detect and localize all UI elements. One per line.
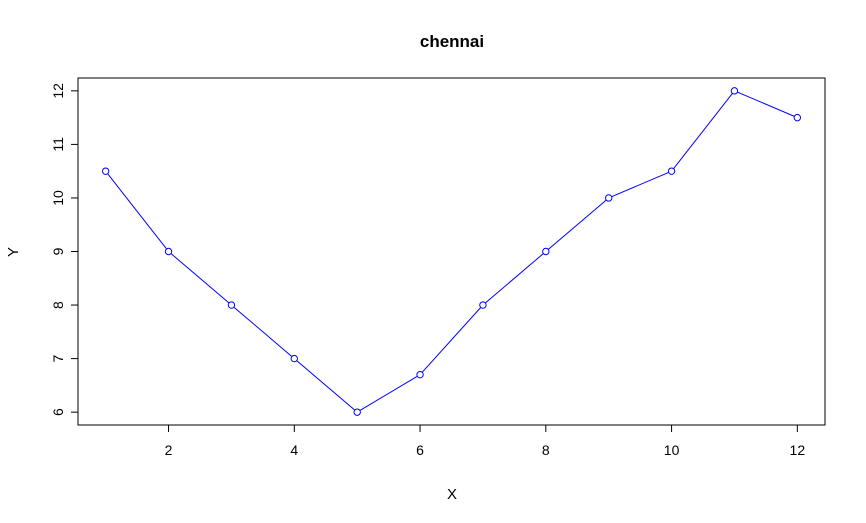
data-point — [164, 247, 173, 256]
series-line-segment — [485, 253, 544, 304]
y-tick-label: 6 — [50, 408, 66, 416]
series-line-segment — [673, 93, 733, 169]
x-axis-label: X — [447, 486, 457, 503]
y-tick-label: 10 — [50, 190, 66, 206]
y-tick-label: 11 — [50, 137, 66, 152]
y-tick-label: 12 — [50, 83, 66, 99]
x-tick-label: 8 — [542, 442, 550, 458]
x-tick-label: 4 — [290, 442, 298, 458]
x-tick-label: 12 — [790, 442, 806, 458]
series-line-segment — [422, 307, 481, 373]
y-tick-label: 7 — [50, 354, 66, 362]
data-point — [730, 87, 739, 95]
series-line-segment — [296, 360, 355, 411]
data-point — [101, 167, 110, 175]
y-tick-label: 8 — [50, 301, 66, 309]
series-line-segment — [611, 172, 669, 198]
y-axis: 6 7 8 9 10 11 12 — [50, 83, 79, 416]
data-point — [604, 194, 613, 202]
y-tick-label: 9 — [50, 247, 66, 255]
data-point — [353, 408, 361, 416]
data-point — [290, 354, 299, 363]
x-axis: 2 4 6 8 10 12 — [165, 424, 806, 458]
data-point — [542, 247, 550, 256]
data-point — [479, 301, 487, 309]
series-line-segment — [170, 253, 230, 304]
x-tick-label: 6 — [416, 442, 424, 458]
data-point — [227, 301, 236, 309]
series-line-segment — [737, 91, 795, 117]
chart-title: chennai — [420, 32, 484, 51]
x-tick-label: 2 — [165, 442, 173, 458]
series-line-segment — [107, 173, 167, 250]
series-line-segment — [359, 376, 418, 411]
x-tick-label: 10 — [664, 442, 680, 458]
data-point — [416, 370, 424, 379]
series-layer — [101, 87, 802, 416]
series-line-segment — [548, 199, 607, 250]
data-point — [793, 113, 802, 122]
data-point — [667, 167, 676, 175]
series-line-segment — [233, 306, 292, 357]
y-axis-label: Y — [5, 247, 22, 257]
